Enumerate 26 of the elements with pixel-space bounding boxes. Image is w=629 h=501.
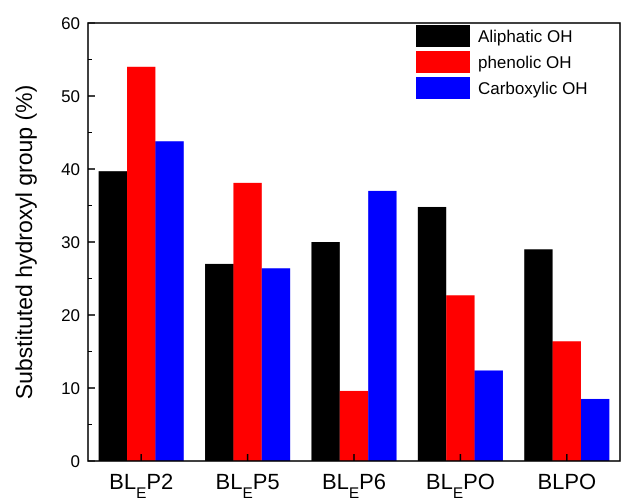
bar bbox=[262, 268, 290, 461]
bar bbox=[368, 190, 397, 461]
y-tick-label: 60 bbox=[61, 14, 80, 33]
y-tick-label: 50 bbox=[61, 86, 80, 106]
y-tick-label: 20 bbox=[61, 306, 80, 325]
bar bbox=[552, 341, 581, 461]
y-tick-label: 0 bbox=[70, 452, 80, 471]
x-tick-label: BL$_{E}$P2 bbox=[109, 469, 174, 501]
y-tick-label: 40 bbox=[61, 160, 80, 179]
y-axis-title: Substituted hydroxyl group (%) bbox=[11, 84, 37, 400]
x-tick-label: BL$_{E}$PO bbox=[426, 469, 495, 501]
bar bbox=[233, 182, 262, 461]
y-tick-label: 30 bbox=[61, 232, 80, 252]
x-tick-label: BL$_{E}$P6 bbox=[322, 469, 386, 501]
x-tick-label: BLPO bbox=[537, 469, 596, 494]
legend-label: Aliphatic OH bbox=[478, 26, 572, 46]
legend-label: phenolic OH bbox=[478, 52, 572, 72]
bar bbox=[446, 295, 475, 461]
bar bbox=[340, 390, 368, 461]
x-tick-label: BL$_{E}$P5 bbox=[216, 469, 280, 501]
bar bbox=[474, 370, 503, 461]
y-tick-label: 10 bbox=[61, 378, 80, 398]
bar bbox=[127, 66, 156, 461]
bar bbox=[155, 141, 184, 461]
legend-label: Carboxylic OH bbox=[478, 78, 588, 98]
bar bbox=[580, 398, 610, 461]
